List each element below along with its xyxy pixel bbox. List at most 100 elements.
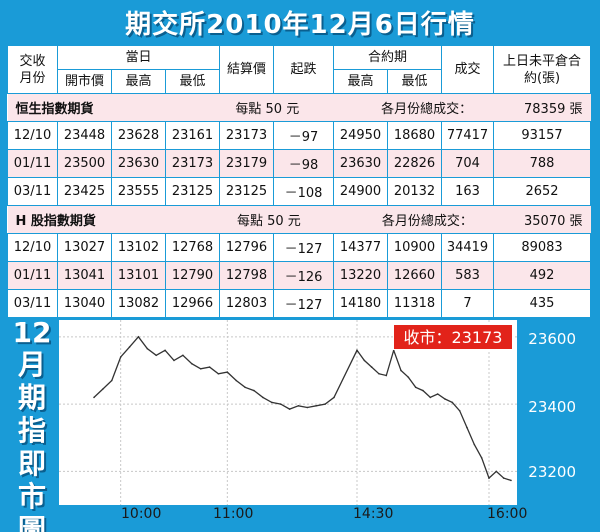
section-name: 恒生指數期貨 <box>15 102 94 117</box>
price-point <box>480 457 483 459</box>
cell: 23125 <box>164 177 221 206</box>
price-point <box>466 426 468 429</box>
table-row: 12/10 23448 23628 23161 23173 －97 24950 18680 77… <box>7 121 592 150</box>
cell: 01/11 <box>7 261 58 290</box>
cell: －127 <box>273 233 335 262</box>
cell: 12790 <box>164 261 221 290</box>
cell: 24950 <box>333 121 389 150</box>
side-title-char: 期 <box>17 381 46 414</box>
price-point <box>235 379 237 382</box>
price-point <box>444 398 446 400</box>
section-header-hshare: H 股指數期貨 每點 50 元 各月份總成交： 35070 張 <box>7 205 591 234</box>
price-point <box>297 405 300 407</box>
table-row: 01/11 13041 13101 12790 12798 －126 13220 12660 5… <box>7 261 592 290</box>
price-point <box>414 386 417 389</box>
cell: 12803 <box>219 289 275 318</box>
side-title-char: 月 <box>17 348 46 381</box>
cell: 583 <box>441 261 495 290</box>
price-point <box>488 477 490 479</box>
cell: 34419 <box>441 233 495 262</box>
total-label: 各月份總成交： <box>381 214 473 229</box>
price-point <box>502 477 505 479</box>
price-point <box>495 470 498 473</box>
header-contract-high: 最高 <box>333 69 389 94</box>
header-high: 最高 <box>111 69 166 94</box>
price-point <box>356 349 358 352</box>
header-open: 開市價 <box>57 69 112 94</box>
cell: 13027 <box>57 233 112 262</box>
price-point <box>324 403 326 405</box>
header-contract-group: 合約期 <box>333 45 443 70</box>
price-point <box>429 396 432 399</box>
price-point <box>422 389 424 392</box>
price-point <box>370 366 373 368</box>
cell: 23173 <box>164 149 221 178</box>
x-tick-label: 11:00 <box>213 506 254 522</box>
cell: 13041 <box>57 261 112 290</box>
total-label: 各月份總成交： <box>381 102 473 117</box>
cell: 24900 <box>333 177 389 206</box>
point-value: 每點 50 元 <box>237 214 301 229</box>
cell: －108 <box>273 177 335 206</box>
x-tick-label: 16:00 <box>487 506 528 522</box>
header-month: 交收月份 <box>7 45 58 94</box>
price-point <box>146 347 149 350</box>
price-point <box>244 386 246 389</box>
cell: 12768 <box>164 233 221 262</box>
side-title-month: 12 <box>12 316 52 349</box>
price-point <box>119 356 122 358</box>
x-tick-label: 10:00 <box>121 506 162 522</box>
table-row: 12/10 13027 13102 12768 12796 －127 14377 10900 3… <box>7 233 592 262</box>
header-settle: 結算價 <box>219 45 275 94</box>
side-title-char: 圖 <box>17 513 46 532</box>
price-point <box>226 371 229 373</box>
price-point <box>400 369 402 372</box>
cell: －98 <box>273 149 335 178</box>
price-point <box>208 366 211 368</box>
price-point <box>164 349 166 352</box>
cell: 7 <box>441 289 495 318</box>
price-point <box>199 368 202 370</box>
cell: 23425 <box>57 177 112 206</box>
x-tick-label: 14:30 <box>353 506 394 522</box>
cell: 23555 <box>111 177 166 206</box>
cell: 163 <box>441 177 495 206</box>
price-point <box>451 401 454 404</box>
price-point <box>102 388 104 390</box>
price-line <box>93 335 512 482</box>
cell: 13101 <box>111 261 166 290</box>
cell: 22826 <box>387 149 443 178</box>
section-header-hsi: 恒生指數期貨 每點 50 元 各月份總成交： 78359 張 <box>7 93 591 122</box>
cell: 10900 <box>387 233 443 262</box>
side-title-char: 即 <box>17 447 46 480</box>
cell: 435 <box>493 289 592 318</box>
table-row: 01/11 23500 23630 23173 23179 －98 23630 22826 70… <box>7 149 592 178</box>
cell: 788 <box>493 149 592 178</box>
y-tick-label: 23200 <box>528 463 576 481</box>
price-point <box>173 359 175 362</box>
cell: －126 <box>273 261 335 290</box>
cell: 23173 <box>219 121 275 150</box>
price-point <box>253 389 255 392</box>
total-value: 35070 張 <box>524 214 583 229</box>
header-low: 最低 <box>164 69 221 94</box>
price-point <box>473 443 476 446</box>
point-value: 每點 50 元 <box>235 102 300 117</box>
price-point <box>458 410 461 412</box>
cell: 12/10 <box>7 121 58 150</box>
cell: 12796 <box>219 233 275 262</box>
header-change: 起跌 <box>273 45 335 94</box>
cell: 23630 <box>111 149 166 178</box>
price-point <box>333 396 335 399</box>
price-chart <box>59 320 517 505</box>
cell: 12798 <box>219 261 275 290</box>
cell: 89083 <box>493 233 592 262</box>
price-point <box>155 354 157 357</box>
cell: 13082 <box>111 289 166 318</box>
y-tick-label: 23400 <box>528 398 576 416</box>
y-tick-label: 23600 <box>528 330 576 348</box>
table-row: 03/11 23425 23555 23125 23125 －108 24900 20132 1… <box>7 177 592 206</box>
price-point <box>436 393 439 395</box>
section-name: H 股指數期貨 <box>15 214 96 229</box>
cell: 23630 <box>333 149 389 178</box>
